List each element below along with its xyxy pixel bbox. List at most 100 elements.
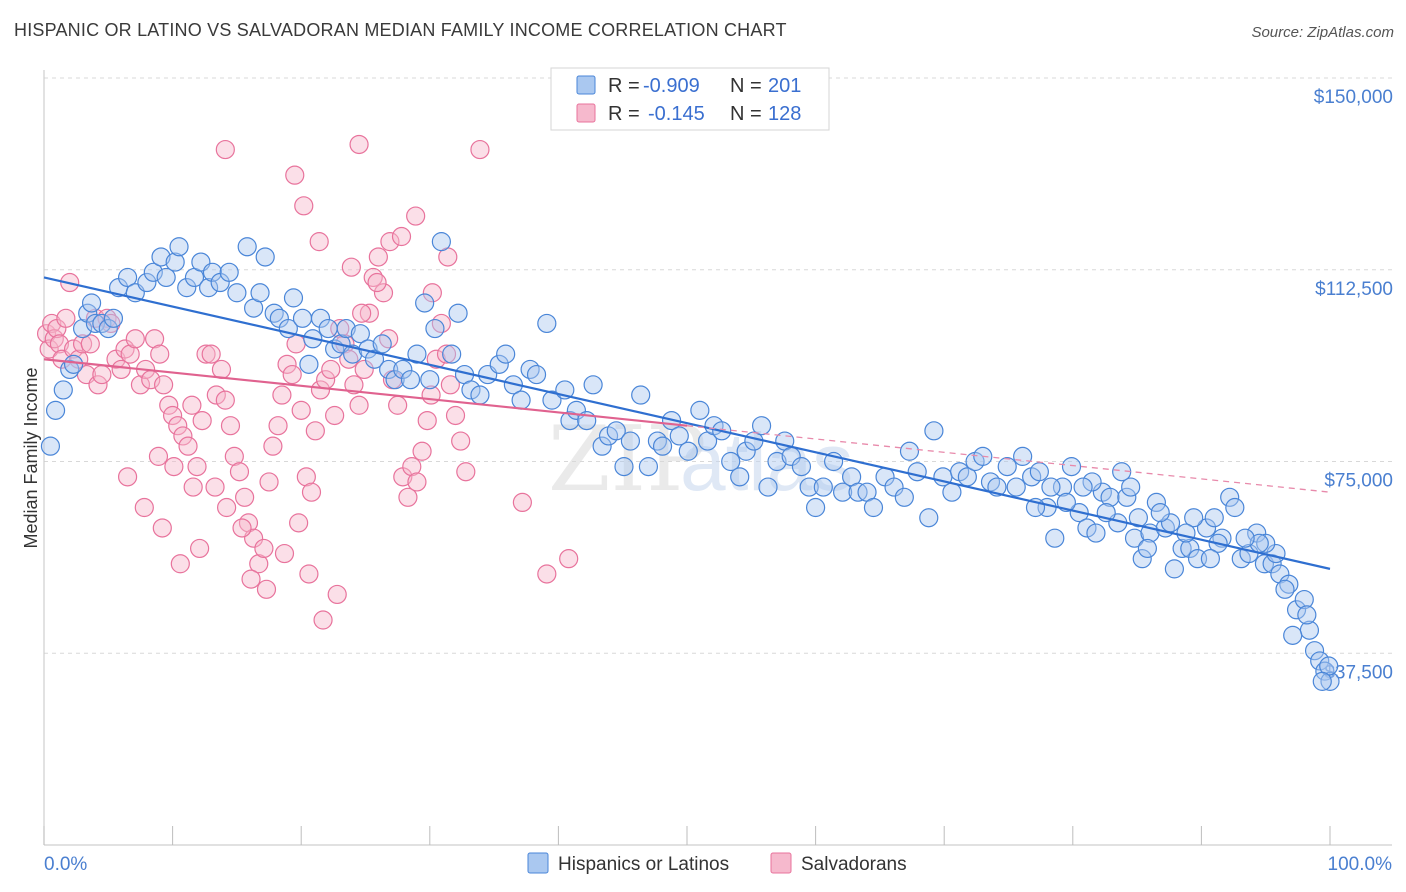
- data-point: [489, 354, 509, 374]
- data-point: [751, 416, 772, 436]
- data-point: [299, 354, 319, 374]
- data-point: [1196, 518, 1217, 538]
- data-point: [117, 267, 138, 288]
- data-point: [255, 247, 275, 267]
- bottom-legend-label-1: Salvadorans: [801, 854, 907, 875]
- data-point: [368, 247, 388, 267]
- data-point: [49, 334, 70, 354]
- data-point: [367, 272, 387, 293]
- data-point: [391, 226, 412, 247]
- data-point: [583, 375, 603, 395]
- data-point: [919, 508, 939, 528]
- data-point: [165, 252, 185, 272]
- data-point: [196, 344, 216, 364]
- data-point: [1056, 492, 1076, 513]
- data-point: [227, 283, 247, 303]
- data-point: [426, 349, 446, 369]
- data-point: [456, 462, 476, 482]
- data-point: [647, 431, 668, 451]
- data-point: [863, 497, 884, 518]
- data-point: [235, 487, 255, 507]
- bottom-legend-swatch-blue: [527, 852, 549, 874]
- data-point: [1176, 523, 1196, 543]
- data-point: [39, 339, 59, 359]
- data-point: [92, 364, 112, 385]
- data-point: [1310, 651, 1330, 671]
- data-point: [97, 308, 117, 328]
- data-point: [173, 426, 193, 446]
- data-point: [144, 329, 165, 349]
- data-point: [187, 457, 207, 477]
- data-point: [63, 354, 84, 374]
- data-point: [1086, 523, 1106, 543]
- data-point: [182, 395, 202, 415]
- data-point: [1006, 477, 1026, 497]
- legend-n-label-0: N =: [730, 75, 762, 97]
- data-point: [143, 262, 163, 282]
- data-point: [520, 359, 540, 380]
- y-tick-label: $150,000: [1314, 87, 1393, 108]
- data-point: [380, 232, 400, 252]
- data-point: [669, 426, 689, 446]
- data-point: [289, 513, 309, 533]
- gridlines: [44, 77, 1392, 654]
- data-point: [294, 196, 314, 216]
- data-point: [259, 472, 279, 492]
- data-point: [81, 293, 102, 313]
- data-point: [1150, 503, 1170, 523]
- data-point: [407, 344, 427, 364]
- data-point: [310, 380, 331, 400]
- data-point: [805, 497, 826, 518]
- data-point: [336, 318, 356, 339]
- data-point: [1124, 528, 1145, 548]
- data-point: [1137, 538, 1157, 559]
- data-point: [325, 405, 345, 426]
- data-point: [60, 359, 80, 380]
- data-point: [72, 334, 93, 354]
- data-point: [997, 457, 1017, 477]
- data-point: [150, 344, 170, 364]
- data-point: [115, 339, 135, 359]
- data-point: [350, 324, 370, 344]
- data-point: [211, 359, 232, 380]
- data-point: [631, 385, 651, 405]
- data-point: [201, 344, 221, 364]
- data-point: [690, 400, 710, 420]
- data-point: [254, 538, 274, 559]
- data-point: [542, 390, 562, 410]
- data-point: [721, 451, 741, 472]
- legend-swatch-blue: [576, 75, 596, 95]
- data-point: [220, 416, 241, 436]
- data-point: [388, 395, 408, 415]
- data-point: [156, 267, 176, 288]
- data-point: [470, 139, 490, 160]
- legend-r-value-1: -0.145: [648, 103, 705, 125]
- data-point: [134, 497, 154, 518]
- data-point: [1164, 559, 1184, 579]
- data-point: [1279, 574, 1299, 594]
- data-point: [268, 416, 288, 436]
- data-point: [344, 375, 364, 395]
- data-point: [791, 457, 812, 477]
- data-point: [470, 385, 490, 405]
- data-point: [451, 431, 471, 451]
- data-point: [442, 344, 462, 364]
- data-point: [373, 283, 394, 303]
- data-point: [1312, 671, 1332, 691]
- data-point: [299, 564, 319, 584]
- data-point: [448, 303, 468, 323]
- data-point: [301, 482, 322, 502]
- data-point: [249, 554, 269, 574]
- data-point: [1121, 477, 1141, 497]
- data-point: [431, 232, 451, 252]
- data-point: [190, 538, 210, 559]
- x-tick-label-1: 100.0%: [1328, 854, 1393, 875]
- y-axis-tick-labels: $37,500 $75,000 $112,500 $150,000: [1314, 87, 1393, 683]
- data-point: [199, 278, 219, 298]
- data-point: [512, 492, 532, 513]
- data-point: [45, 400, 66, 420]
- data-point: [833, 482, 853, 502]
- data-point: [232, 518, 252, 538]
- data-point: [907, 462, 927, 482]
